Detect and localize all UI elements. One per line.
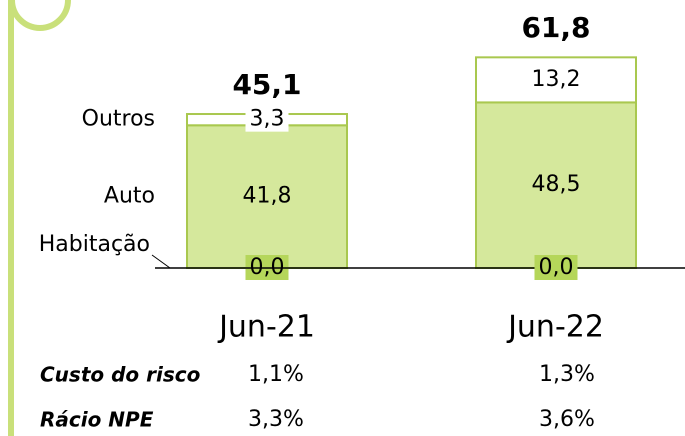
metric-value: 3,6% <box>539 407 595 432</box>
metric-name: Custo do risco <box>40 363 201 387</box>
metric-value: 1,1% <box>248 362 304 387</box>
segment-label-bg <box>527 172 585 198</box>
metric-value: 3,3% <box>248 407 304 432</box>
metric-value: 1,3% <box>539 362 595 387</box>
series-label: Outros <box>82 107 155 132</box>
segment-label-bg <box>527 66 585 92</box>
total-label: 45,1 <box>232 68 301 101</box>
segment-label: 0,0 <box>539 255 574 280</box>
segment-label: 41,8 <box>243 184 292 209</box>
segment-label: 3,3 <box>250 107 285 132</box>
segment-label-bg <box>245 106 289 132</box>
segment-label-bg <box>534 255 578 280</box>
total-label: 61,8 <box>521 11 590 44</box>
leader-line <box>151 254 171 269</box>
segment-label: 48,5 <box>532 172 581 197</box>
side-stripe <box>8 0 14 436</box>
series-label: Auto <box>104 184 155 209</box>
segment-label-bg <box>238 183 296 209</box>
series-label: Habitação <box>39 232 150 257</box>
metric-name: Rácio NPE <box>40 408 154 432</box>
corner-icon <box>9 0 71 31</box>
x-tick-label: Jun-22 <box>506 310 604 345</box>
segment-label: 13,2 <box>532 67 581 92</box>
x-tick-label: Jun-21 <box>217 310 315 345</box>
